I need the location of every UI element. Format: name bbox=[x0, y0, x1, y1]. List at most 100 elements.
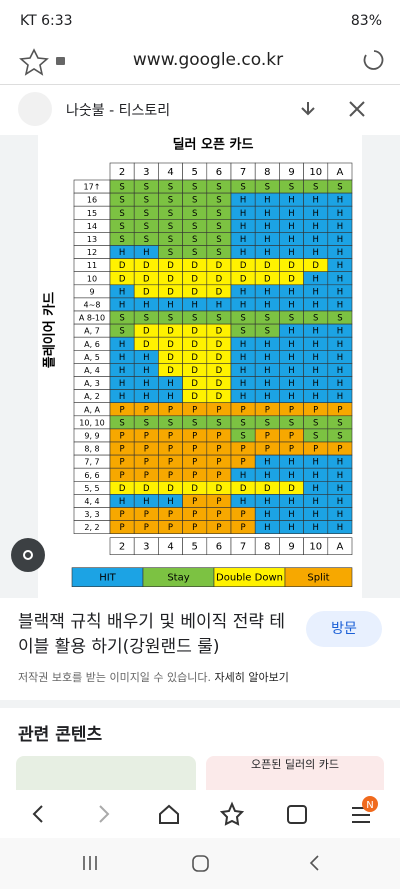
cell-text: D bbox=[167, 287, 174, 297]
cell-text: H bbox=[264, 340, 270, 350]
cell-text: H bbox=[312, 353, 318, 363]
cell-text: H bbox=[288, 510, 294, 520]
cell-text: 3 bbox=[143, 167, 149, 178]
cell-text: P bbox=[192, 471, 197, 481]
cell-text: D bbox=[216, 353, 223, 363]
cell-text: H bbox=[288, 235, 294, 245]
cell-text: H bbox=[240, 209, 246, 219]
cell-text: H bbox=[264, 300, 270, 310]
forward-button[interactable] bbox=[99, 805, 110, 823]
close-icon[interactable] bbox=[349, 101, 365, 117]
back-button[interactable] bbox=[32, 805, 43, 823]
cell-text: S bbox=[144, 183, 149, 193]
cell-text: S bbox=[119, 183, 124, 193]
bookmark-icon[interactable] bbox=[19, 48, 49, 76]
cell-text: S bbox=[119, 314, 124, 324]
cell-text: 3 bbox=[143, 542, 149, 553]
cell-text: A bbox=[336, 542, 343, 553]
cell-text: H bbox=[312, 510, 318, 520]
cell-text: 4 bbox=[167, 167, 173, 178]
cell-text: A 8-10 bbox=[79, 314, 105, 323]
thumb-title: 오픈된 딜러의 카드 bbox=[251, 758, 339, 771]
cell-text: 7, 7 bbox=[84, 458, 99, 467]
cell-text: D bbox=[216, 274, 223, 284]
result-title[interactable]: 블랙잭 규칙 배우기 및 베이직 전략 테이블 활용 하기(강원랜드 룰) bbox=[18, 612, 286, 657]
cell-text: D bbox=[216, 366, 223, 376]
cell bbox=[327, 537, 353, 556]
url[interactable]: www.google.co.kr bbox=[133, 50, 283, 70]
home-key[interactable] bbox=[192, 855, 209, 872]
cell-text: H bbox=[312, 196, 318, 206]
cell-text: P bbox=[241, 523, 246, 533]
lens-button[interactable] bbox=[11, 538, 45, 572]
cell-text: S bbox=[216, 222, 221, 232]
cell-text: S bbox=[168, 196, 173, 206]
cell-text: D bbox=[288, 484, 295, 494]
cell-text: D bbox=[167, 274, 174, 284]
cell-text: D bbox=[167, 340, 174, 350]
lock-icon bbox=[56, 57, 65, 65]
cell-text: P bbox=[216, 458, 221, 468]
tabs-button[interactable] bbox=[287, 805, 307, 824]
cell-text: D bbox=[216, 392, 223, 402]
cell-text: D bbox=[216, 287, 223, 297]
cell-text: H bbox=[337, 287, 343, 297]
visit-button[interactable]: 방문 bbox=[306, 611, 382, 647]
badge-bg bbox=[362, 796, 378, 812]
cell-text: H bbox=[288, 523, 294, 533]
cell-text: P bbox=[120, 405, 125, 415]
cell-text: D bbox=[119, 261, 126, 271]
home-button[interactable] bbox=[159, 804, 179, 824]
cell-text: P bbox=[144, 405, 149, 415]
cell-text: H bbox=[288, 366, 294, 376]
cell-text: H bbox=[288, 340, 294, 350]
cell-text: A, 5 bbox=[84, 353, 100, 362]
cell-text: S bbox=[119, 196, 124, 206]
related-thumb-2[interactable]: 오픈된 딜러의 카드 bbox=[206, 756, 384, 796]
cell-text: H bbox=[288, 471, 294, 481]
cell-text: S bbox=[192, 183, 197, 193]
recents-button[interactable] bbox=[83, 856, 97, 870]
reload-icon[interactable] bbox=[363, 50, 384, 70]
learn-more[interactable]: 자세히 알아보기 bbox=[214, 671, 289, 684]
cell-text: H bbox=[312, 274, 318, 284]
cell-text: S bbox=[144, 418, 149, 428]
cell-text: H bbox=[119, 248, 125, 258]
cell-text: S bbox=[144, 314, 149, 324]
cell-text: P bbox=[241, 458, 246, 468]
cell-text: P bbox=[241, 445, 246, 455]
cell-text: P bbox=[120, 445, 125, 455]
cell-text: S bbox=[216, 418, 221, 428]
cell-text: H bbox=[240, 287, 246, 297]
cell-text: P bbox=[265, 405, 270, 415]
cell-text: H bbox=[240, 248, 246, 258]
cell-text: D bbox=[288, 274, 295, 284]
image-title: 딜러 오픈 카드 bbox=[173, 137, 254, 153]
cell-text: D bbox=[191, 340, 198, 350]
cell-text: P bbox=[337, 445, 342, 455]
cell-text: H bbox=[312, 327, 318, 337]
cell-text: 9 bbox=[288, 167, 294, 178]
cell-text: D bbox=[143, 327, 150, 337]
cell-text: S bbox=[313, 314, 318, 324]
divider bbox=[0, 84, 400, 85]
cell-text: A, 2 bbox=[84, 392, 100, 401]
cell-text: S bbox=[265, 183, 270, 193]
cell-text: H bbox=[312, 484, 318, 494]
cell-text: H bbox=[167, 379, 173, 389]
cell-text: H bbox=[143, 392, 149, 402]
cell-text: D bbox=[216, 261, 223, 271]
cell-text: P bbox=[120, 510, 125, 520]
cell-text: 9 bbox=[89, 287, 94, 296]
bookmarks-button[interactable] bbox=[219, 801, 245, 826]
cell-text: D bbox=[167, 484, 174, 494]
cell-text: H bbox=[167, 392, 173, 402]
cell-text: 16 bbox=[87, 196, 97, 205]
related-thumb-1[interactable] bbox=[16, 756, 196, 796]
cell-text: H bbox=[337, 235, 343, 245]
cell-text: H bbox=[312, 248, 318, 258]
cell-text: S bbox=[168, 418, 173, 428]
back-key[interactable] bbox=[309, 855, 319, 871]
download-icon[interactable] bbox=[301, 102, 315, 116]
cell-text: D bbox=[216, 340, 223, 350]
